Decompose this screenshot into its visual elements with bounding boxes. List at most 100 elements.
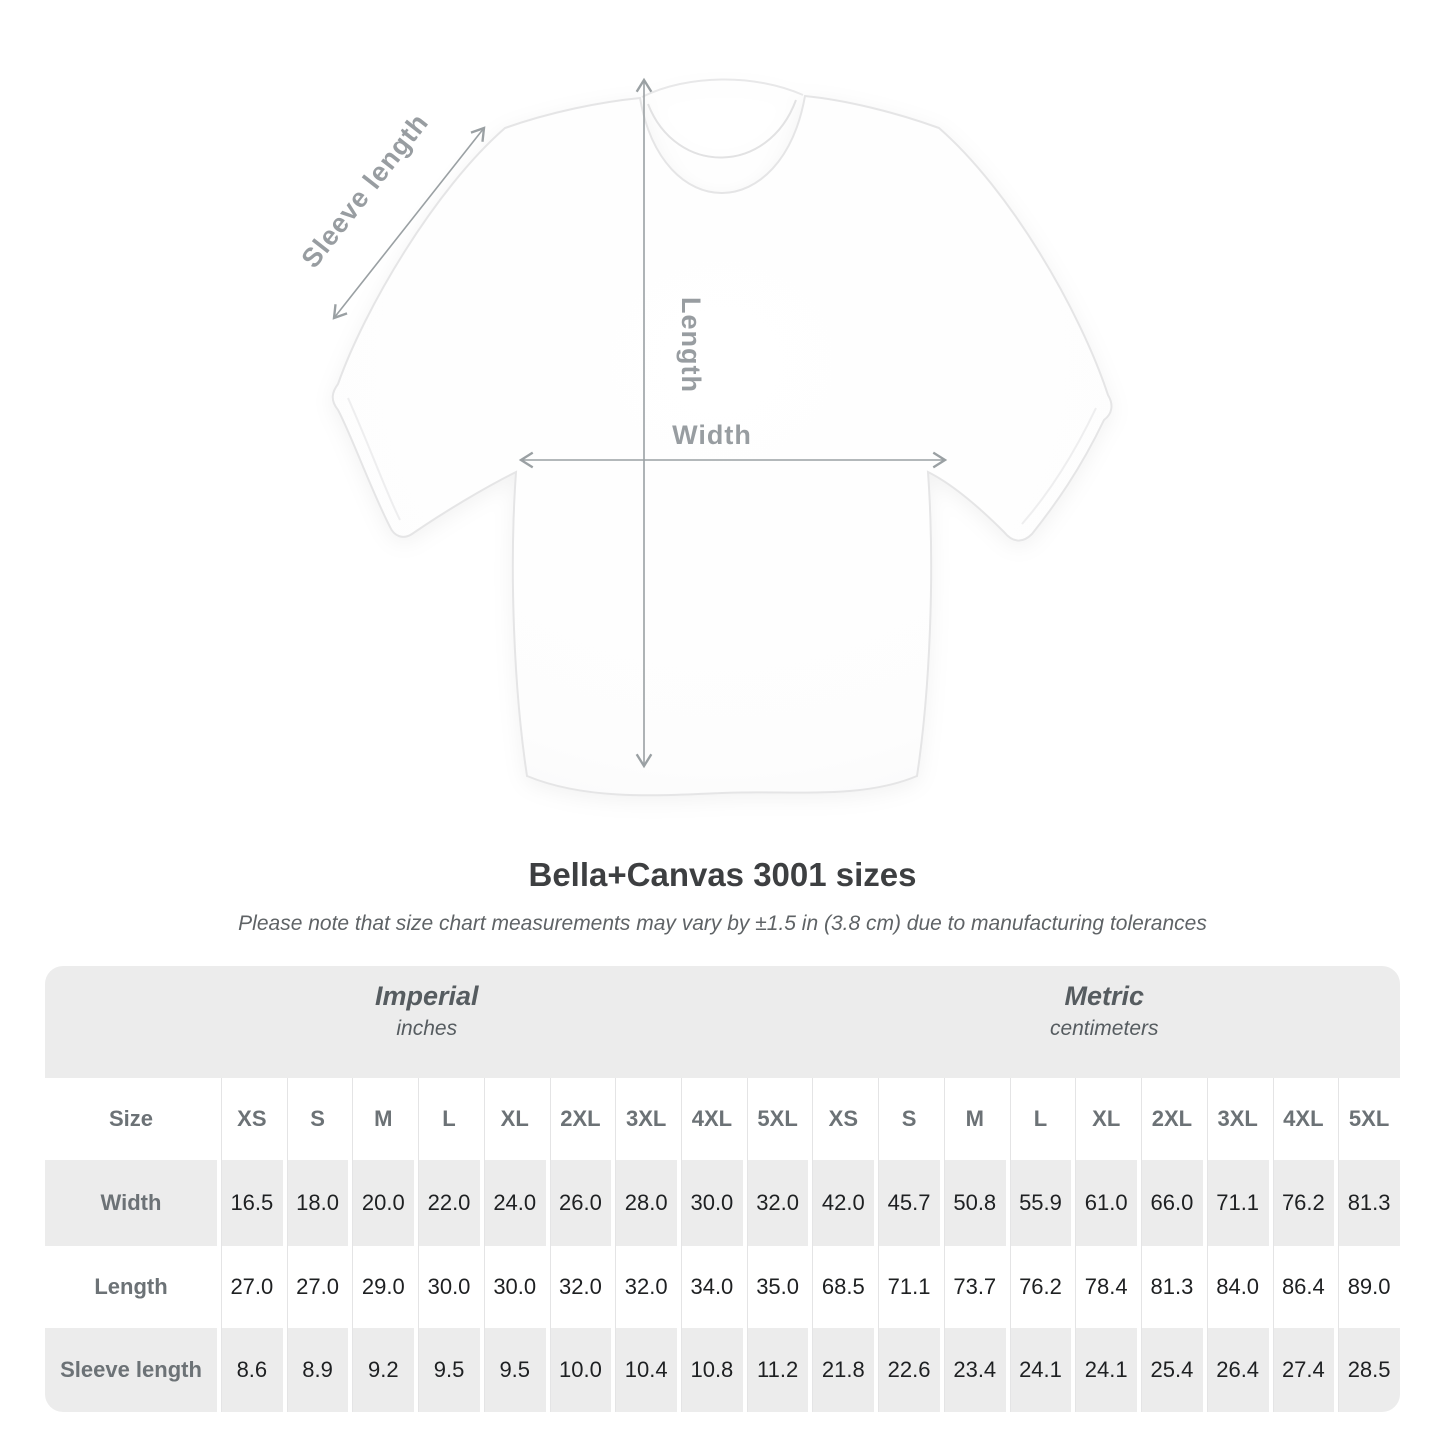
- size-value-cell: 73.7: [939, 1246, 1006, 1328]
- size-value-cell: 28.0: [611, 1160, 678, 1246]
- size-col-header: S: [282, 1078, 349, 1160]
- size-col-header: XL: [1071, 1078, 1138, 1160]
- size-value-cell: 26.0: [545, 1160, 612, 1246]
- tshirt-outline: [331, 94, 1113, 797]
- size-value-cell: 9.5: [479, 1328, 546, 1412]
- collar-back-seam: [641, 78, 804, 98]
- size-value-cell: 27.0: [217, 1246, 283, 1328]
- page-title: Bella+Canvas 3001 sizes: [528, 856, 917, 893]
- size-col-header: 2XL: [1137, 1078, 1203, 1160]
- size-col-header: S: [874, 1078, 940, 1160]
- size-value-cell: 50.8: [939, 1160, 1006, 1246]
- size-value-cell: 55.9: [1005, 1160, 1072, 1246]
- size-value-cell: 20.0: [348, 1160, 415, 1246]
- size-header-row: Size XS S M L XL 2XL 3XL 4XL 5XL XS S M …: [45, 1078, 1400, 1160]
- size-col-header: 3XL: [611, 1078, 678, 1160]
- metric-section-header: Metric centimeters: [808, 966, 1400, 1078]
- size-value-cell: 24.0: [479, 1160, 546, 1246]
- size-value-cell: 24.1: [1071, 1328, 1138, 1412]
- size-value-cell: 16.5: [217, 1160, 283, 1246]
- size-col-header: 5XL: [742, 1078, 809, 1160]
- size-value-cell: 25.4: [1137, 1328, 1203, 1412]
- size-value-cell: 61.0: [1071, 1160, 1138, 1246]
- size-value-cell: 32.0: [611, 1246, 678, 1328]
- size-value-cell: 32.0: [545, 1246, 612, 1328]
- size-value-cell: 8.9: [282, 1328, 349, 1412]
- size-col-header: L: [1005, 1078, 1072, 1160]
- size-value-cell: 9.2: [348, 1328, 415, 1412]
- size-table: Imperial inches Metric centimeters Size …: [45, 966, 1400, 1412]
- right-cuff-seam: [1021, 407, 1097, 525]
- size-value-cell: 71.1: [874, 1246, 940, 1328]
- size-value-cell: 24.1: [1005, 1328, 1072, 1412]
- length-label: Length: [676, 297, 706, 393]
- size-value-cell: 8.6: [217, 1328, 283, 1412]
- size-value-cell: 9.5: [414, 1328, 480, 1412]
- size-corner-label: Size: [45, 1078, 217, 1160]
- size-value-cell: 76.2: [1268, 1160, 1335, 1246]
- size-col-header: XS: [217, 1078, 283, 1160]
- metric-title: Metric: [1064, 981, 1144, 1011]
- size-value-cell: 29.0: [348, 1246, 415, 1328]
- size-value-cell: 22.6: [874, 1328, 940, 1412]
- size-value-cell: 22.0: [414, 1160, 480, 1246]
- width-label: Width: [672, 420, 752, 450]
- size-value-cell: 86.4: [1268, 1246, 1335, 1328]
- row-label: Length: [45, 1246, 217, 1328]
- size-value-cell: 84.0: [1202, 1246, 1269, 1328]
- size-col-header: 4XL: [677, 1078, 743, 1160]
- size-value-cell: 30.0: [677, 1160, 743, 1246]
- tshirt-graphic: Sleeve length Length Width: [295, 77, 1113, 797]
- size-value-cell: 71.1: [1202, 1160, 1269, 1246]
- size-col-header: XS: [808, 1078, 875, 1160]
- imperial-section-header: Imperial inches: [45, 966, 809, 1078]
- size-value-cell: 78.4: [1071, 1246, 1138, 1328]
- size-value-cell: 21.8: [808, 1328, 875, 1412]
- size-value-cell: 10.4: [611, 1328, 678, 1412]
- size-col-header: 4XL: [1268, 1078, 1335, 1160]
- row-label: Sleeve length: [45, 1328, 217, 1412]
- imperial-title: Imperial: [374, 981, 479, 1011]
- size-value-cell: 28.5: [1334, 1328, 1400, 1412]
- size-col-header: 2XL: [545, 1078, 612, 1160]
- table-row-width: Width 16.5 18.0 20.0 22.0 24.0 26.0 28.0…: [45, 1160, 1400, 1246]
- size-value-cell: 30.0: [479, 1246, 546, 1328]
- metric-unit: centimeters: [1049, 1017, 1159, 1040]
- size-value-cell: 42.0: [808, 1160, 875, 1246]
- size-value-cell: 10.8: [677, 1328, 743, 1412]
- size-value-cell: 27.4: [1268, 1328, 1335, 1412]
- sleeve-length-arrow: [332, 126, 486, 320]
- size-value-cell: 23.4: [939, 1328, 1006, 1412]
- size-value-cell: 81.3: [1137, 1246, 1203, 1328]
- size-value-cell: 32.0: [742, 1160, 809, 1246]
- size-value-cell: 66.0: [1137, 1160, 1203, 1246]
- tshirt-measurement-diagram: Sleeve length Length Width: [295, 77, 1113, 797]
- size-value-cell: 45.7: [874, 1160, 940, 1246]
- size-value-cell: 68.5: [808, 1246, 875, 1328]
- size-value-cell: 30.0: [414, 1246, 480, 1328]
- size-col-header: L: [414, 1078, 480, 1160]
- size-col-header: M: [348, 1078, 415, 1160]
- section-band: Imperial inches Metric centimeters: [45, 966, 1400, 1078]
- size-col-header: 3XL: [1202, 1078, 1269, 1160]
- page-subtitle: Please note that size chart measurements…: [238, 912, 1207, 935]
- table-row-sleeve-length: Sleeve length 8.6 8.9 9.2 9.5 9.5 10.0 1…: [45, 1328, 1400, 1412]
- size-value-cell: 89.0: [1334, 1246, 1400, 1328]
- size-value-cell: 81.3: [1334, 1160, 1400, 1246]
- size-value-cell: 18.0: [282, 1160, 349, 1246]
- size-col-header: 5XL: [1334, 1078, 1400, 1160]
- row-label: Width: [45, 1160, 217, 1246]
- collar-inner-seam: [647, 99, 797, 159]
- size-value-cell: 76.2: [1005, 1246, 1072, 1328]
- size-value-cell: 10.0: [545, 1328, 612, 1412]
- table-row-length: Length 27.0 27.0 29.0 30.0 30.0 32.0 32.…: [45, 1246, 1400, 1328]
- size-value-cell: 35.0: [742, 1246, 809, 1328]
- size-col-header: XL: [479, 1078, 546, 1160]
- size-col-header: M: [939, 1078, 1006, 1160]
- left-cuff-seam: [347, 397, 401, 521]
- imperial-unit: inches: [396, 1017, 458, 1040]
- size-value-cell: 34.0: [677, 1246, 743, 1328]
- size-value-cell: 11.2: [742, 1328, 809, 1412]
- size-value-cell: 27.0: [282, 1246, 349, 1328]
- size-value-cell: 26.4: [1202, 1328, 1269, 1412]
